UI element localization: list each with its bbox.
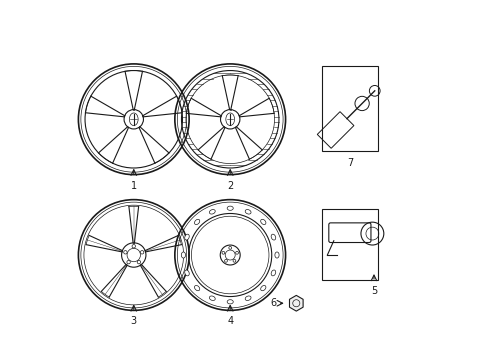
Ellipse shape <box>274 252 279 258</box>
Ellipse shape <box>225 113 234 126</box>
Circle shape <box>124 109 143 129</box>
Circle shape <box>220 245 240 265</box>
Ellipse shape <box>271 234 275 240</box>
Circle shape <box>222 251 224 254</box>
Circle shape <box>127 248 140 262</box>
Circle shape <box>122 243 145 267</box>
Text: 6: 6 <box>270 298 276 308</box>
Circle shape <box>123 251 127 254</box>
Ellipse shape <box>194 219 199 225</box>
Circle shape <box>235 251 238 254</box>
Polygon shape <box>289 296 303 311</box>
Text: 3: 3 <box>130 316 137 327</box>
Ellipse shape <box>271 270 275 276</box>
Text: 7: 7 <box>346 158 352 168</box>
Circle shape <box>233 260 235 262</box>
Bar <box>322 208 377 280</box>
Ellipse shape <box>181 252 185 258</box>
Ellipse shape <box>244 296 250 301</box>
Circle shape <box>220 109 240 129</box>
Circle shape <box>132 244 135 248</box>
Circle shape <box>225 250 235 260</box>
Circle shape <box>140 251 143 254</box>
Ellipse shape <box>244 210 250 214</box>
Ellipse shape <box>260 219 265 225</box>
Ellipse shape <box>184 234 189 240</box>
Ellipse shape <box>227 206 233 210</box>
Circle shape <box>224 260 227 262</box>
Ellipse shape <box>194 285 199 291</box>
Ellipse shape <box>129 113 138 126</box>
Ellipse shape <box>260 285 265 291</box>
Circle shape <box>137 260 141 264</box>
Circle shape <box>228 247 231 249</box>
Text: 2: 2 <box>226 181 233 191</box>
Bar <box>322 66 377 152</box>
Text: 1: 1 <box>130 181 137 191</box>
Ellipse shape <box>209 210 215 214</box>
Ellipse shape <box>209 296 215 301</box>
Text: 5: 5 <box>370 286 376 296</box>
Circle shape <box>127 260 130 264</box>
Ellipse shape <box>184 270 189 276</box>
Text: 4: 4 <box>227 316 233 327</box>
Ellipse shape <box>227 300 233 304</box>
